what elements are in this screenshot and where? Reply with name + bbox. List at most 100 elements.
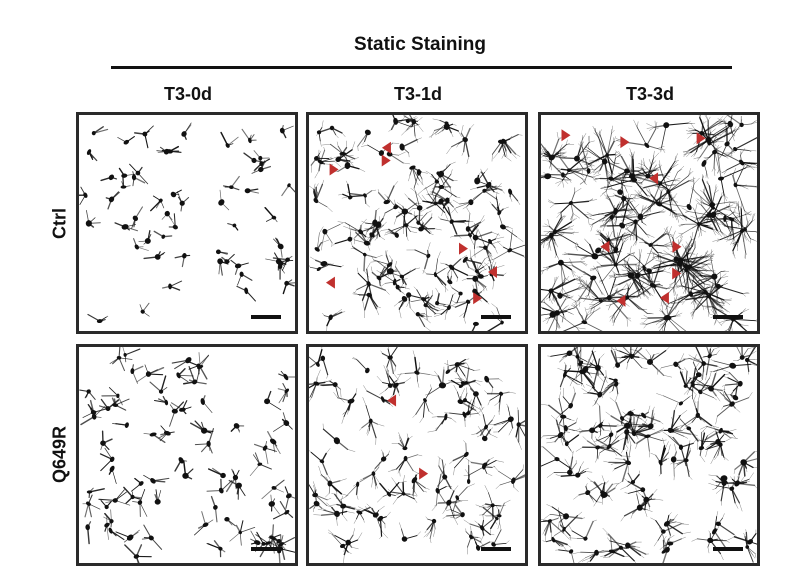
cell [463, 460, 505, 477]
cell [244, 188, 260, 194]
cell [153, 230, 173, 239]
cell [358, 503, 389, 539]
cell [309, 481, 334, 508]
cell [594, 422, 631, 460]
cell [401, 115, 424, 143]
cell [85, 521, 92, 545]
panel-ctrl-t3-1d [306, 112, 528, 334]
cell [218, 189, 230, 211]
cell [699, 204, 741, 237]
cells [79, 122, 295, 324]
cell [465, 457, 494, 467]
cell [493, 134, 523, 159]
cell [124, 544, 152, 563]
cell [629, 347, 672, 378]
cell [190, 420, 214, 434]
arrow-marker [620, 136, 630, 149]
cell [743, 529, 757, 563]
cell [380, 228, 399, 238]
cell [101, 387, 123, 406]
cell [491, 139, 512, 162]
cell [181, 122, 192, 140]
cell [657, 353, 693, 373]
cell [639, 293, 684, 331]
cell [109, 347, 133, 372]
column-label-t3-1d: T3-1d [393, 84, 442, 104]
cell [282, 279, 295, 295]
cell [572, 419, 605, 446]
cell [546, 450, 577, 478]
cell [541, 275, 583, 323]
cell [100, 430, 113, 451]
cell [708, 476, 743, 512]
cell [138, 230, 152, 245]
cell [230, 423, 245, 433]
cell [555, 549, 575, 563]
panel-ctrl-t3-3d [538, 112, 760, 334]
scale-bar [713, 547, 743, 551]
cell [281, 183, 295, 197]
cell [612, 347, 648, 370]
cell [393, 296, 408, 319]
cell [91, 126, 109, 136]
cell [112, 422, 129, 428]
cell [365, 207, 386, 241]
cell [277, 382, 290, 404]
scale-bar [251, 547, 281, 551]
cell [170, 400, 192, 415]
cell [417, 186, 452, 220]
header-title: Static Staining [354, 34, 486, 55]
arrow-marker [381, 141, 391, 154]
cell [722, 382, 739, 401]
cell [491, 522, 510, 547]
cell [86, 149, 98, 162]
cell [351, 227, 382, 246]
cell [556, 386, 576, 419]
cell [565, 258, 605, 307]
arrow-marker [325, 276, 335, 289]
cell [210, 495, 218, 523]
scale-bar [481, 547, 511, 551]
cell [433, 292, 456, 320]
cell [646, 120, 696, 153]
cell [330, 492, 362, 522]
cell [447, 270, 453, 285]
scale-bar [251, 315, 281, 319]
cell [169, 401, 185, 427]
cell [134, 125, 154, 149]
cell [674, 204, 731, 252]
row-label-ctrl: Ctrl [49, 208, 70, 239]
cell [733, 450, 757, 483]
cell [603, 381, 619, 402]
cell [620, 466, 640, 490]
cell [721, 369, 743, 398]
cell [215, 249, 229, 255]
cell [420, 194, 453, 223]
cell [79, 389, 96, 400]
cell [217, 258, 229, 276]
cell [568, 519, 597, 541]
cell [698, 428, 729, 465]
cell [82, 399, 108, 418]
cell [466, 222, 501, 258]
cell [388, 115, 421, 132]
cell [206, 540, 226, 558]
cell [713, 147, 753, 204]
cell [130, 364, 144, 384]
cell [82, 494, 101, 518]
cell [228, 479, 246, 500]
cell [479, 485, 506, 525]
cell [465, 525, 486, 555]
cell [727, 529, 757, 545]
cell [154, 489, 162, 505]
cell [440, 255, 475, 282]
cell [158, 425, 175, 442]
cell [461, 268, 490, 292]
cell [702, 134, 734, 176]
cell [422, 251, 451, 293]
cell [399, 522, 421, 542]
cell [667, 409, 689, 439]
cell [129, 163, 149, 185]
cell [143, 251, 166, 260]
cell [182, 460, 194, 480]
